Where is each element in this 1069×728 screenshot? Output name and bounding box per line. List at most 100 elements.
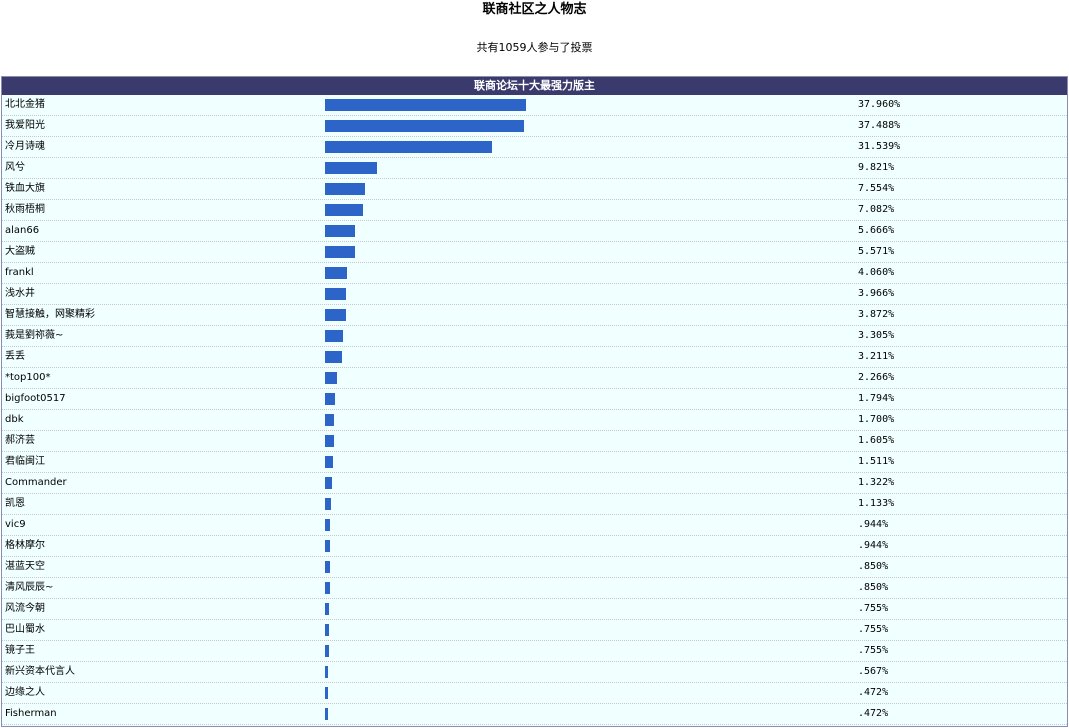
vote-bar bbox=[325, 246, 355, 258]
vote-percent: .850% bbox=[858, 561, 889, 572]
poll-row: alan66 5.666% bbox=[2, 221, 1067, 242]
vote-percent: .944% bbox=[858, 540, 889, 551]
candidate-name: 北北金猪 bbox=[5, 99, 45, 110]
poll-row: 北北金猪 37.960% bbox=[2, 95, 1067, 116]
vote-percent: 1.322% bbox=[858, 477, 895, 488]
vote-percent: 5.571% bbox=[858, 246, 895, 257]
vote-percent: 3.305% bbox=[858, 330, 895, 341]
vote-percent: .755% bbox=[858, 603, 889, 614]
candidate-name: 巴山蜀水 bbox=[5, 624, 45, 635]
poll-row: frankl 4.060% bbox=[2, 263, 1067, 284]
vote-bar-track bbox=[325, 456, 855, 468]
vote-bar bbox=[325, 162, 377, 174]
candidate-name: 君临闽江 bbox=[5, 456, 45, 467]
vote-bar-track bbox=[325, 225, 855, 237]
vote-bar-track bbox=[325, 372, 855, 384]
vote-bar bbox=[325, 393, 335, 405]
vote-percent: .472% bbox=[858, 708, 889, 719]
vote-percent: 1.605% bbox=[858, 435, 895, 446]
vote-percent: 2.266% bbox=[858, 372, 895, 383]
vote-bar-track bbox=[325, 708, 855, 720]
poll-row: dbk 1.700% bbox=[2, 410, 1067, 431]
vote-bar-track bbox=[325, 120, 855, 132]
vote-bar-track bbox=[325, 435, 855, 447]
vote-bar-track bbox=[325, 246, 855, 258]
vote-percent: 9.821% bbox=[858, 162, 895, 173]
vote-bar-track bbox=[325, 330, 855, 342]
vote-bar bbox=[325, 141, 492, 153]
candidate-name: 郝济芸 bbox=[5, 435, 35, 446]
candidate-name: *top100* bbox=[5, 372, 51, 383]
vote-percent: 1.700% bbox=[858, 414, 895, 425]
vote-bar bbox=[325, 351, 342, 363]
poll-row: 新兴资本代言人 .567% bbox=[2, 662, 1067, 683]
candidate-name: 凯恩 bbox=[5, 498, 25, 509]
candidate-name: 新兴资本代言人 bbox=[5, 666, 75, 677]
vote-bar-track bbox=[325, 267, 855, 279]
vote-percent: .472% bbox=[858, 687, 889, 698]
poll-row: 莪是劉祢薇~ 3.305% bbox=[2, 326, 1067, 347]
candidate-name: Commander bbox=[5, 477, 67, 488]
page-title: 联商社区之人物志 bbox=[482, 2, 587, 17]
vote-percent: .755% bbox=[858, 624, 889, 635]
candidate-name: 大盗贼 bbox=[5, 246, 35, 257]
candidate-name: 我爱阳光 bbox=[5, 120, 45, 131]
candidate-name: bigfoot0517 bbox=[5, 393, 66, 404]
vote-bar-track bbox=[325, 414, 855, 426]
poll-rows: 北北金猪 37.960% 我爱阳光 37.488% 冷月诗魂 31.539% 风兮 9.821… bbox=[2, 95, 1067, 725]
vote-bar bbox=[325, 309, 346, 321]
vote-percent: 1.794% bbox=[858, 393, 895, 404]
vote-bar-track bbox=[325, 162, 855, 174]
vote-bar bbox=[325, 372, 337, 384]
candidate-name: 莪是劉祢薇~ bbox=[5, 330, 64, 341]
poll-row: vic9 .944% bbox=[2, 515, 1067, 536]
vote-bar-track bbox=[325, 540, 855, 552]
vote-bar bbox=[325, 624, 329, 636]
poll-row: Fisherman .472% bbox=[2, 704, 1067, 725]
poll-row: 我爱阳光 37.488% bbox=[2, 116, 1067, 137]
candidate-name: 秋雨梧桐 bbox=[5, 204, 45, 215]
vote-percent: 4.060% bbox=[858, 267, 895, 278]
vote-bar bbox=[325, 687, 328, 699]
vote-percent: 1.133% bbox=[858, 498, 895, 509]
vote-bar-track bbox=[325, 519, 855, 531]
vote-bar bbox=[325, 99, 526, 111]
poll-row: 凯恩 1.133% bbox=[2, 494, 1067, 515]
vote-bar bbox=[325, 645, 329, 657]
vote-bar bbox=[325, 582, 330, 594]
vote-bar bbox=[325, 120, 524, 132]
vote-bar bbox=[325, 666, 328, 678]
poll-row: 浅水井 3.966% bbox=[2, 284, 1067, 305]
vote-count-text: 共有1059人参与了投票 bbox=[476, 41, 593, 54]
candidate-name: vic9 bbox=[5, 519, 26, 530]
vote-bar-track bbox=[325, 393, 855, 405]
vote-bar-track bbox=[325, 351, 855, 363]
poll-row: 君临闽江 1.511% bbox=[2, 452, 1067, 473]
vote-percent: .944% bbox=[858, 519, 889, 530]
vote-bar-track bbox=[325, 141, 855, 153]
vote-bar-track bbox=[325, 498, 855, 510]
candidate-name: 丢丢 bbox=[5, 351, 25, 362]
vote-percent: 37.488% bbox=[858, 120, 901, 131]
candidate-name: 格林摩尔 bbox=[5, 540, 45, 551]
poll-row: 丢丢 3.211% bbox=[2, 347, 1067, 368]
vote-bar-track bbox=[325, 288, 855, 300]
candidate-name: alan66 bbox=[5, 225, 40, 236]
candidate-name: frankl bbox=[5, 267, 34, 278]
vote-bar bbox=[325, 456, 333, 468]
candidate-name: Fisherman bbox=[5, 708, 57, 719]
vote-bar-track bbox=[325, 309, 855, 321]
vote-bar-track bbox=[325, 687, 855, 699]
vote-percent: .850% bbox=[858, 582, 889, 593]
poll-row: 巴山蜀水 .755% bbox=[2, 620, 1067, 641]
vote-bar-track bbox=[325, 99, 855, 111]
vote-bar-track bbox=[325, 204, 855, 216]
vote-bar-track bbox=[325, 666, 855, 678]
vote-bar bbox=[325, 498, 331, 510]
poll-row: bigfoot0517 1.794% bbox=[2, 389, 1067, 410]
vote-bar bbox=[325, 561, 330, 573]
vote-bar-track bbox=[325, 582, 855, 594]
vote-bar bbox=[325, 204, 363, 216]
poll-row: Commander 1.322% bbox=[2, 473, 1067, 494]
poll-row: 大盗贼 5.571% bbox=[2, 242, 1067, 263]
